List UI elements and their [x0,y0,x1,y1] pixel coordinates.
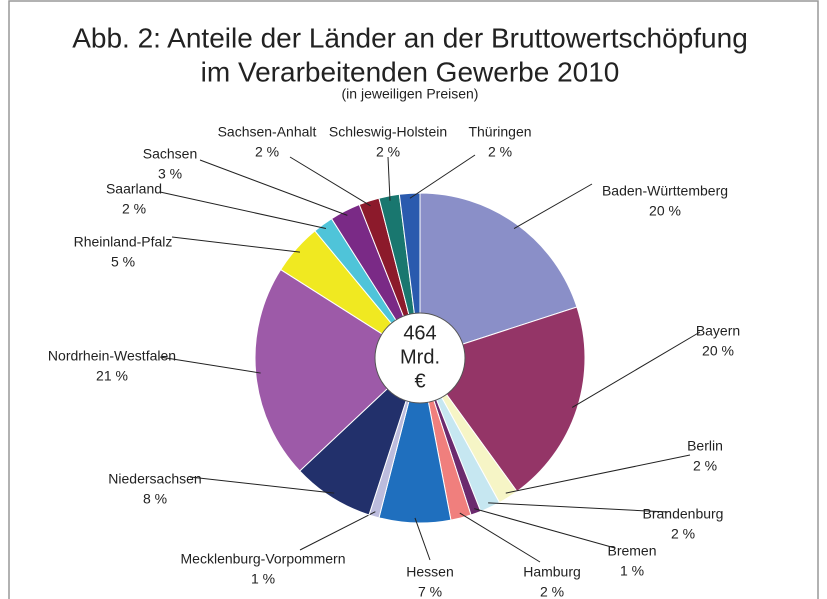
slice-value-label: 2 % [488,144,512,160]
slice-value-label: 21 % [96,368,128,384]
leader-line [387,156,391,201]
slice-value-label: 3 % [158,166,182,182]
chart-subtitle: (in jeweiligen Preisen) [342,86,479,102]
leader-line [459,512,541,563]
leader-line [171,236,301,253]
center-label: € [414,370,425,392]
slice-label: Thüringen [468,124,531,140]
chart-title: im Verarbeitenden Gewerbe 2010 [201,56,620,87]
slice-value-label: 5 % [111,254,135,270]
slice-value-label: 2 % [122,201,146,217]
leader-line [289,156,371,207]
leader-line [299,511,376,551]
leader-line [159,356,261,374]
slice-value-label: 2 % [693,458,717,474]
pie-slice [419,192,578,359]
slice-value-label: 1 % [620,563,644,579]
slice-value-label: 20 % [649,203,681,219]
leader-line [474,508,616,549]
slice-value-label: 1 % [251,571,275,587]
slice-value-label: 20 % [702,343,734,359]
leader-line [189,476,335,494]
slice-label: Sachsen-Anhalt [218,124,317,140]
slice-label: Schleswig-Holstein [329,124,447,140]
leader-line [513,183,593,229]
slice-label: Mecklenburg-Vorpommern [181,551,346,567]
slice-label: Nordrhein-Westfalen [48,348,176,364]
slice-label: Hamburg [523,564,581,580]
slice-value-label: 8 % [143,491,167,507]
slice-value-label: 2 % [671,526,695,542]
slice-value-label: 2 % [376,144,400,160]
leader-line [505,454,691,494]
slice-label: Rheinland-Pfalz [74,234,173,250]
leader-line [199,159,348,216]
center-hole [374,312,466,404]
slice-value-label: 7 % [418,584,442,599]
pie-slice [254,268,421,472]
slice-label: Berlin [687,438,723,454]
leader-line [159,191,327,230]
slice-label: Brandenburg [643,506,724,522]
slice-label: Niedersachsen [108,471,201,487]
slice-label: Bremen [607,543,656,559]
chart-title: Abb. 2: Anteile der Länder an der Brutto… [72,22,748,53]
slice-value-label: 2 % [540,584,564,599]
leader-line [409,154,476,199]
slice-label: Saarland [106,181,162,197]
leader-line [488,502,669,513]
slice-label: Bayern [696,323,740,339]
leader-line [414,517,431,561]
slice-label: Hessen [406,564,453,580]
slice-label: Sachsen [143,146,197,162]
center-label: Mrd. [400,346,440,368]
slice-label: Baden-Württemberg [602,183,728,199]
slice-value-label: 2 % [255,144,279,160]
center-label: 464 [403,322,436,344]
leader-line [571,331,701,408]
